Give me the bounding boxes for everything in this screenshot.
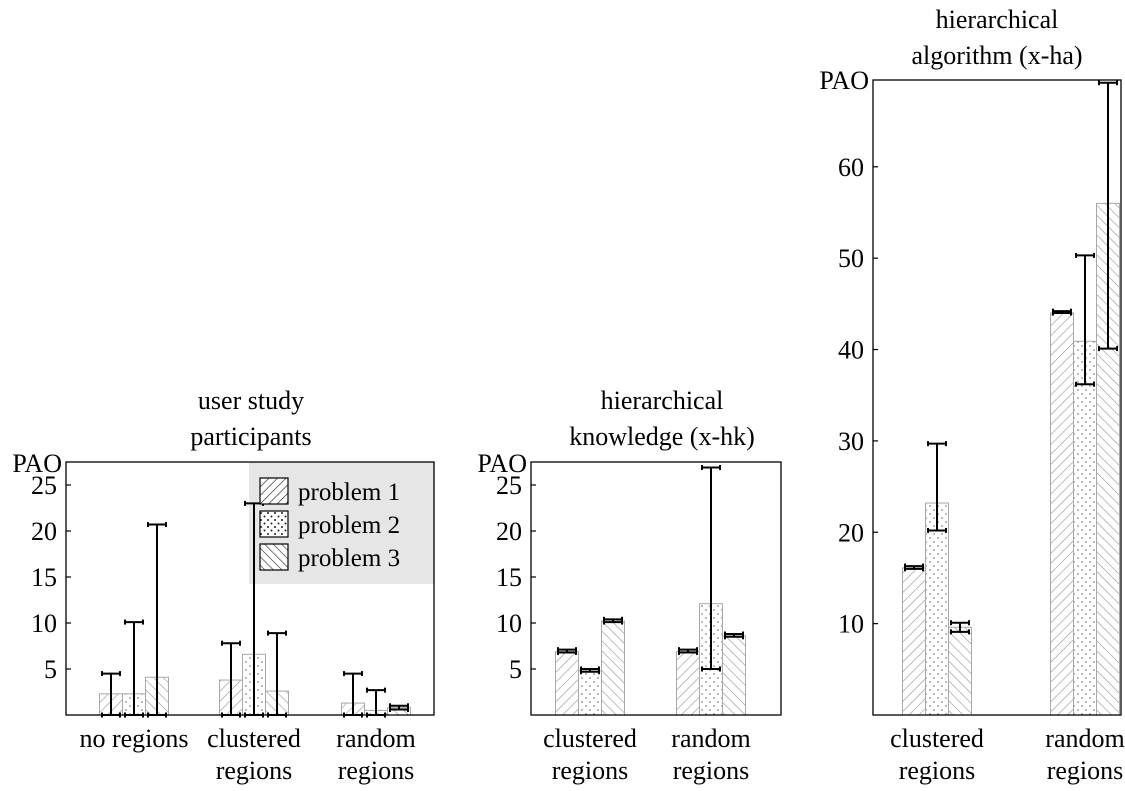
x-category-label: random [336, 724, 415, 753]
chart-title-line: knowledge (x-hk) [569, 422, 755, 451]
plot-frame [65, 461, 435, 716]
y-tick-label: 20 [31, 517, 57, 546]
chart-panel-3: hierarchical algorithm (x-ha) PAO 10 20 30 40 5… [819, 5, 1124, 785]
legend-label: problem 1 [298, 479, 400, 506]
chart-title-line: participants [190, 422, 311, 451]
y-axis-label: PAO [819, 66, 869, 95]
chart-title-line: user study [198, 386, 304, 415]
y-axis-label: PAO [12, 449, 62, 478]
y-tick-label: 50 [838, 244, 864, 273]
y-tick-label: 60 [838, 153, 864, 182]
y-axis-label: PAO [477, 449, 527, 478]
y-tick-label: 15 [496, 563, 522, 592]
y-tick-label: 10 [496, 609, 522, 638]
y-tick-label: 5 [509, 655, 522, 684]
bar [676, 651, 700, 716]
y-tick-label: 20 [496, 517, 522, 546]
bar [722, 635, 746, 716]
x-category-label: no regions [79, 724, 188, 753]
chart-title-line: hierarchical [601, 386, 724, 415]
bar [555, 651, 579, 716]
x-category-label: random [1045, 724, 1124, 753]
y-tick-label: 10 [838, 610, 864, 639]
legend-swatch [259, 543, 289, 571]
plot-frame [872, 79, 1122, 716]
x-category-label: regions [1047, 756, 1124, 785]
y-tick-label: 25 [496, 471, 522, 500]
x-category-label: random [671, 724, 750, 753]
x-category-label: clustered [543, 724, 637, 753]
y-tick-label: 40 [838, 336, 864, 365]
legend-swatch [259, 510, 289, 538]
x-category-label: regions [899, 756, 976, 785]
legend-swatch [259, 477, 289, 505]
bar [1073, 340, 1097, 716]
bar [1050, 312, 1074, 716]
y-tick-label: 30 [838, 427, 864, 456]
x-category-label: clustered [890, 724, 984, 753]
bar [948, 626, 972, 716]
x-category-label: regions [552, 756, 629, 785]
plot-frame [530, 461, 782, 716]
x-category-label: regions [216, 756, 293, 785]
legend-label: problem 3 [298, 545, 400, 572]
x-category-label: regions [673, 756, 750, 785]
y-tick-label: 5 [44, 655, 57, 684]
y-tick-label: 25 [31, 471, 57, 500]
x-category-label: regions [338, 756, 415, 785]
bar [578, 670, 602, 716]
bar [925, 502, 949, 716]
chart-title-line: algorithm (x-ha) [911, 41, 1082, 70]
chart-title-line: hierarchical [936, 5, 1059, 34]
legend-label: problem 2 [298, 512, 400, 539]
bar [902, 567, 926, 716]
y-tick-label: 10 [31, 609, 57, 638]
bar [601, 620, 625, 716]
y-tick-label: 20 [838, 518, 864, 547]
chart-panel-2: hierarchical knowledge (x-hk) PAO 5 10 15 20 25… [477, 386, 782, 785]
chart-panel-1: user study participants PAO 5 10 15 20 25 proble… [12, 386, 435, 785]
x-category-label: clustered [207, 724, 301, 753]
y-tick-label: 15 [31, 563, 57, 592]
